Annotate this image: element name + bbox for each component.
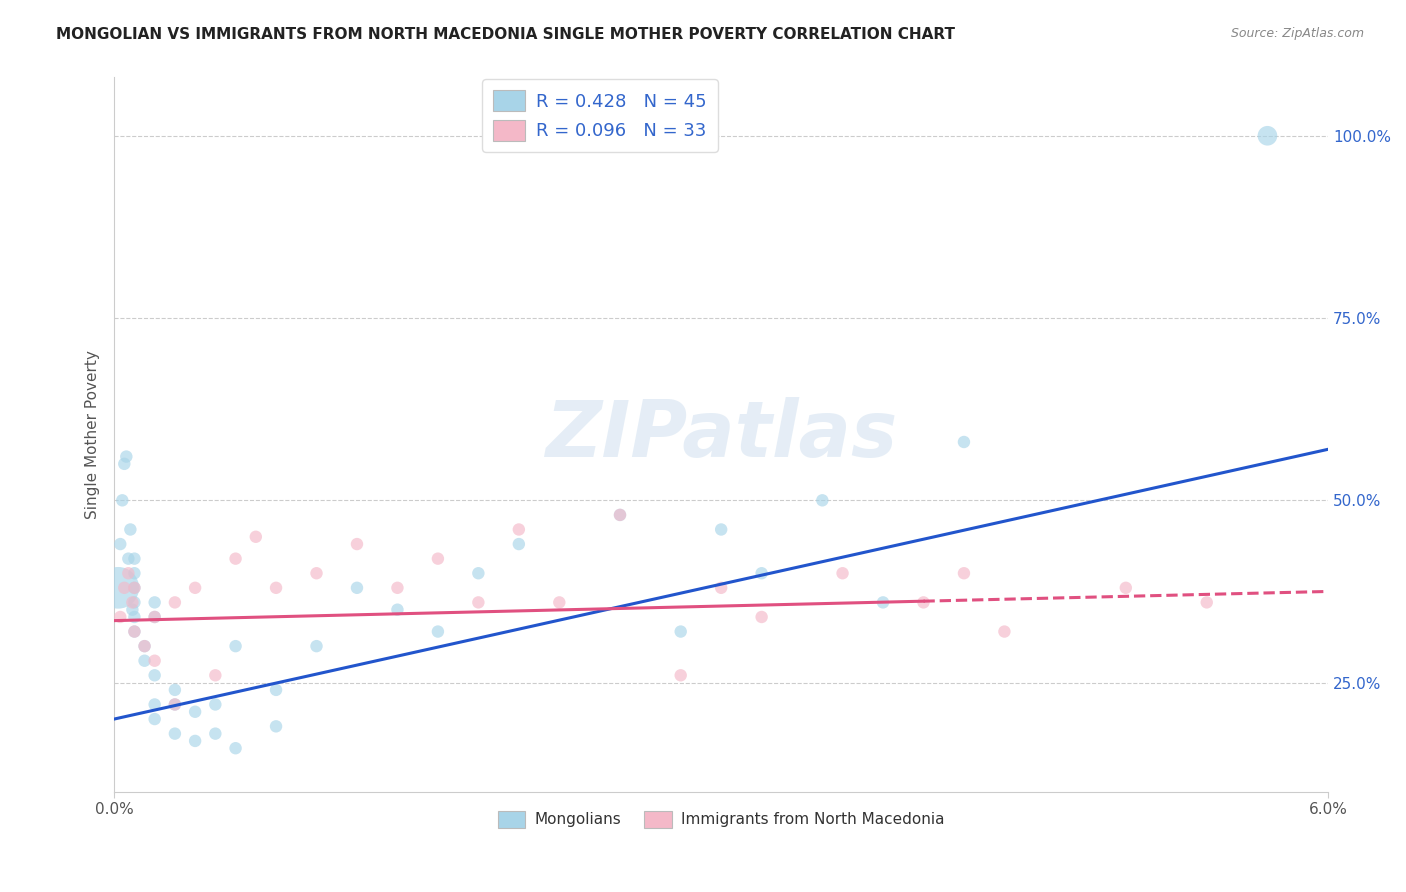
Point bbox=[1195, 595, 1218, 609]
Point bbox=[751, 566, 773, 581]
Point bbox=[134, 639, 156, 653]
Point bbox=[710, 523, 733, 537]
Point bbox=[134, 654, 156, 668]
Point bbox=[811, 493, 834, 508]
Point bbox=[305, 566, 328, 581]
Point bbox=[204, 698, 226, 712]
Point bbox=[204, 726, 226, 740]
Point bbox=[184, 581, 207, 595]
Point bbox=[669, 668, 692, 682]
Point bbox=[467, 566, 489, 581]
Point bbox=[426, 551, 449, 566]
Point bbox=[124, 610, 146, 624]
Point bbox=[124, 551, 146, 566]
Point bbox=[163, 682, 186, 697]
Point bbox=[993, 624, 1015, 639]
Point bbox=[1115, 581, 1137, 595]
Point bbox=[751, 610, 773, 624]
Point bbox=[117, 566, 139, 581]
Point bbox=[467, 595, 489, 609]
Point bbox=[225, 551, 247, 566]
Point bbox=[184, 734, 207, 748]
Point bbox=[548, 595, 571, 609]
Point bbox=[143, 698, 166, 712]
Point bbox=[124, 581, 146, 595]
Point bbox=[245, 530, 267, 544]
Point bbox=[134, 639, 156, 653]
Point bbox=[346, 581, 368, 595]
Point bbox=[143, 712, 166, 726]
Point bbox=[669, 624, 692, 639]
Point bbox=[346, 537, 368, 551]
Point bbox=[710, 581, 733, 595]
Point bbox=[121, 595, 143, 609]
Point bbox=[264, 581, 287, 595]
Point bbox=[112, 581, 135, 595]
Point bbox=[204, 668, 226, 682]
Point bbox=[143, 595, 166, 609]
Text: ZIPatlas: ZIPatlas bbox=[546, 397, 897, 473]
Point bbox=[609, 508, 631, 522]
Point bbox=[143, 610, 166, 624]
Point bbox=[387, 581, 409, 595]
Point bbox=[120, 523, 142, 537]
Point bbox=[508, 537, 530, 551]
Point bbox=[609, 508, 631, 522]
Point bbox=[264, 719, 287, 733]
Point bbox=[143, 654, 166, 668]
Point bbox=[163, 595, 186, 609]
Point bbox=[115, 450, 138, 464]
Point bbox=[264, 682, 287, 697]
Point bbox=[111, 493, 134, 508]
Text: Source: ZipAtlas.com: Source: ZipAtlas.com bbox=[1230, 27, 1364, 40]
Point bbox=[163, 726, 186, 740]
Point bbox=[107, 581, 129, 595]
Point bbox=[110, 610, 132, 624]
Point bbox=[387, 603, 409, 617]
Point bbox=[163, 698, 186, 712]
Point bbox=[112, 457, 135, 471]
Point bbox=[124, 595, 146, 609]
Point bbox=[953, 566, 976, 581]
Point bbox=[121, 603, 143, 617]
Point bbox=[225, 741, 247, 756]
Point bbox=[184, 705, 207, 719]
Point bbox=[508, 523, 530, 537]
Point bbox=[124, 624, 146, 639]
Point bbox=[163, 698, 186, 712]
Point bbox=[143, 668, 166, 682]
Point bbox=[124, 624, 146, 639]
Point bbox=[872, 595, 894, 609]
Point bbox=[953, 435, 976, 450]
Point bbox=[117, 551, 139, 566]
Point bbox=[110, 537, 132, 551]
Point bbox=[124, 566, 146, 581]
Point bbox=[305, 639, 328, 653]
Legend: Mongolians, Immigrants from North Macedonia: Mongolians, Immigrants from North Macedo… bbox=[492, 805, 950, 834]
Text: MONGOLIAN VS IMMIGRANTS FROM NORTH MACEDONIA SINGLE MOTHER POVERTY CORRELATION C: MONGOLIAN VS IMMIGRANTS FROM NORTH MACED… bbox=[56, 27, 955, 42]
Point bbox=[225, 639, 247, 653]
Point bbox=[1256, 128, 1278, 143]
Point bbox=[831, 566, 853, 581]
Point bbox=[426, 624, 449, 639]
Point bbox=[124, 581, 146, 595]
Point bbox=[143, 610, 166, 624]
Y-axis label: Single Mother Poverty: Single Mother Poverty bbox=[86, 351, 100, 519]
Point bbox=[912, 595, 935, 609]
